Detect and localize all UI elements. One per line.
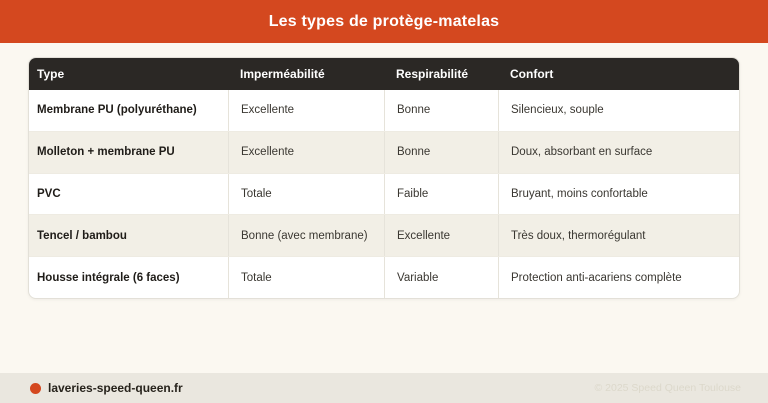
table-body: Membrane PU (polyuréthane) Excellente Bo… (29, 90, 739, 298)
cell-breathability: Variable (384, 257, 498, 298)
cell-impermeability: Excellente (228, 90, 384, 131)
cell-type: Membrane PU (polyuréthane) (37, 104, 197, 117)
cell-impermeability: Bonne (avec membrane) (228, 215, 384, 257)
cell-impermeability: Totale (228, 257, 384, 298)
cell-comfort: Doux, absorbant en surface (498, 131, 739, 173)
cell-impermeability: Totale (228, 173, 384, 215)
table-header-row: Type Imperméabilité Respirabilité Confor… (29, 58, 739, 90)
cell-comfort: Très doux, thermorégulant (498, 215, 739, 257)
footer: laveries-speed-queen.fr © 2025 Speed Que… (0, 373, 768, 403)
column-header-impermeability: Imperméabilité (240, 67, 325, 81)
column-header-type: Type (37, 67, 65, 81)
page-header: Les types de protège-matelas (0, 0, 768, 43)
table-row: Tencel / bambou Bonne (avec membrane) Ex… (29, 214, 739, 257)
cell-breathability: Faible (384, 173, 498, 215)
table-row: Housse intégrale (6 faces) Totale Variab… (29, 256, 739, 298)
brand-dot-icon (30, 382, 41, 394)
cell-type: Molleton + membrane PU (37, 146, 175, 159)
footer-site-name: laveries-speed-queen.fr (48, 381, 183, 395)
table-row: Molleton + membrane PU Excellente Bonne … (29, 130, 739, 173)
table-row: PVC Totale Faible Bruyant, moins confort… (29, 172, 739, 215)
footer-copyright: © 2025 Speed Queen Toulouse (594, 382, 742, 394)
cell-impermeability: Excellente (228, 131, 384, 173)
cell-breathability: Bonne (384, 90, 498, 131)
cell-type: Tencel / bambou (37, 229, 127, 242)
cell-breathability: Bonne (384, 131, 498, 173)
cell-comfort: Bruyant, moins confortable (498, 173, 739, 215)
cell-breathability: Excellente (384, 215, 498, 257)
cell-type: PVC (37, 187, 61, 200)
comparison-table: Type Imperméabilité Respirabilité Confor… (28, 57, 740, 299)
cell-type: Housse intégrale (6 faces) (37, 271, 180, 284)
column-header-breathability: Respirabilité (396, 67, 469, 81)
column-header-comfort: Confort (510, 67, 554, 81)
table-row: Membrane PU (polyuréthane) Excellente Bo… (29, 90, 739, 131)
cell-comfort: Protection anti-acariens complète (498, 257, 739, 298)
page-title: Les types de protège-matelas (268, 12, 500, 30)
cell-comfort: Silencieux, souple (498, 90, 739, 131)
